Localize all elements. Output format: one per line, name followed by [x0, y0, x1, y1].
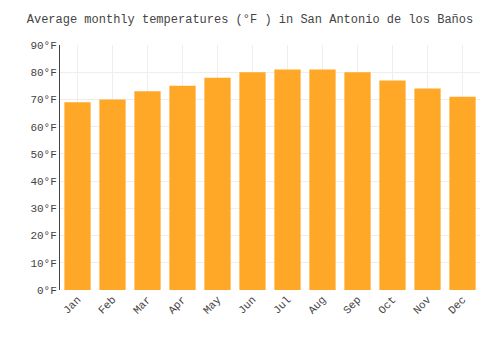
svg-text:Aug: Aug [306, 294, 328, 316]
svg-text:May: May [201, 294, 224, 317]
svg-text:Mar: Mar [131, 294, 153, 316]
svg-text:70°F: 70°F [30, 94, 56, 106]
svg-text:40°F: 40°F [30, 176, 56, 188]
svg-text:10°F: 10°F [30, 258, 56, 270]
svg-text:Sep: Sep [341, 294, 363, 316]
svg-text:Jul: Jul [271, 294, 293, 316]
svg-text:Oct: Oct [376, 294, 398, 316]
svg-text:Nov: Nov [411, 294, 434, 317]
svg-text:Dec: Dec [446, 294, 468, 316]
svg-text:90°F: 90°F [30, 40, 56, 52]
svg-text:Jan: Jan [61, 294, 83, 316]
svg-text:Apr: Apr [166, 294, 188, 316]
svg-text:20°F: 20°F [30, 230, 56, 242]
svg-text:Feb: Feb [96, 294, 118, 316]
svg-text:Average monthly temperatures (: Average monthly temperatures (°F ) in Sa… [27, 13, 473, 27]
svg-text:50°F: 50°F [30, 149, 56, 161]
svg-text:80°F: 80°F [30, 67, 56, 79]
svg-text:Jun: Jun [236, 294, 258, 316]
svg-text:30°F: 30°F [30, 203, 56, 215]
svg-text:60°F: 60°F [30, 122, 56, 134]
svg-text:0°F: 0°F [37, 285, 57, 297]
